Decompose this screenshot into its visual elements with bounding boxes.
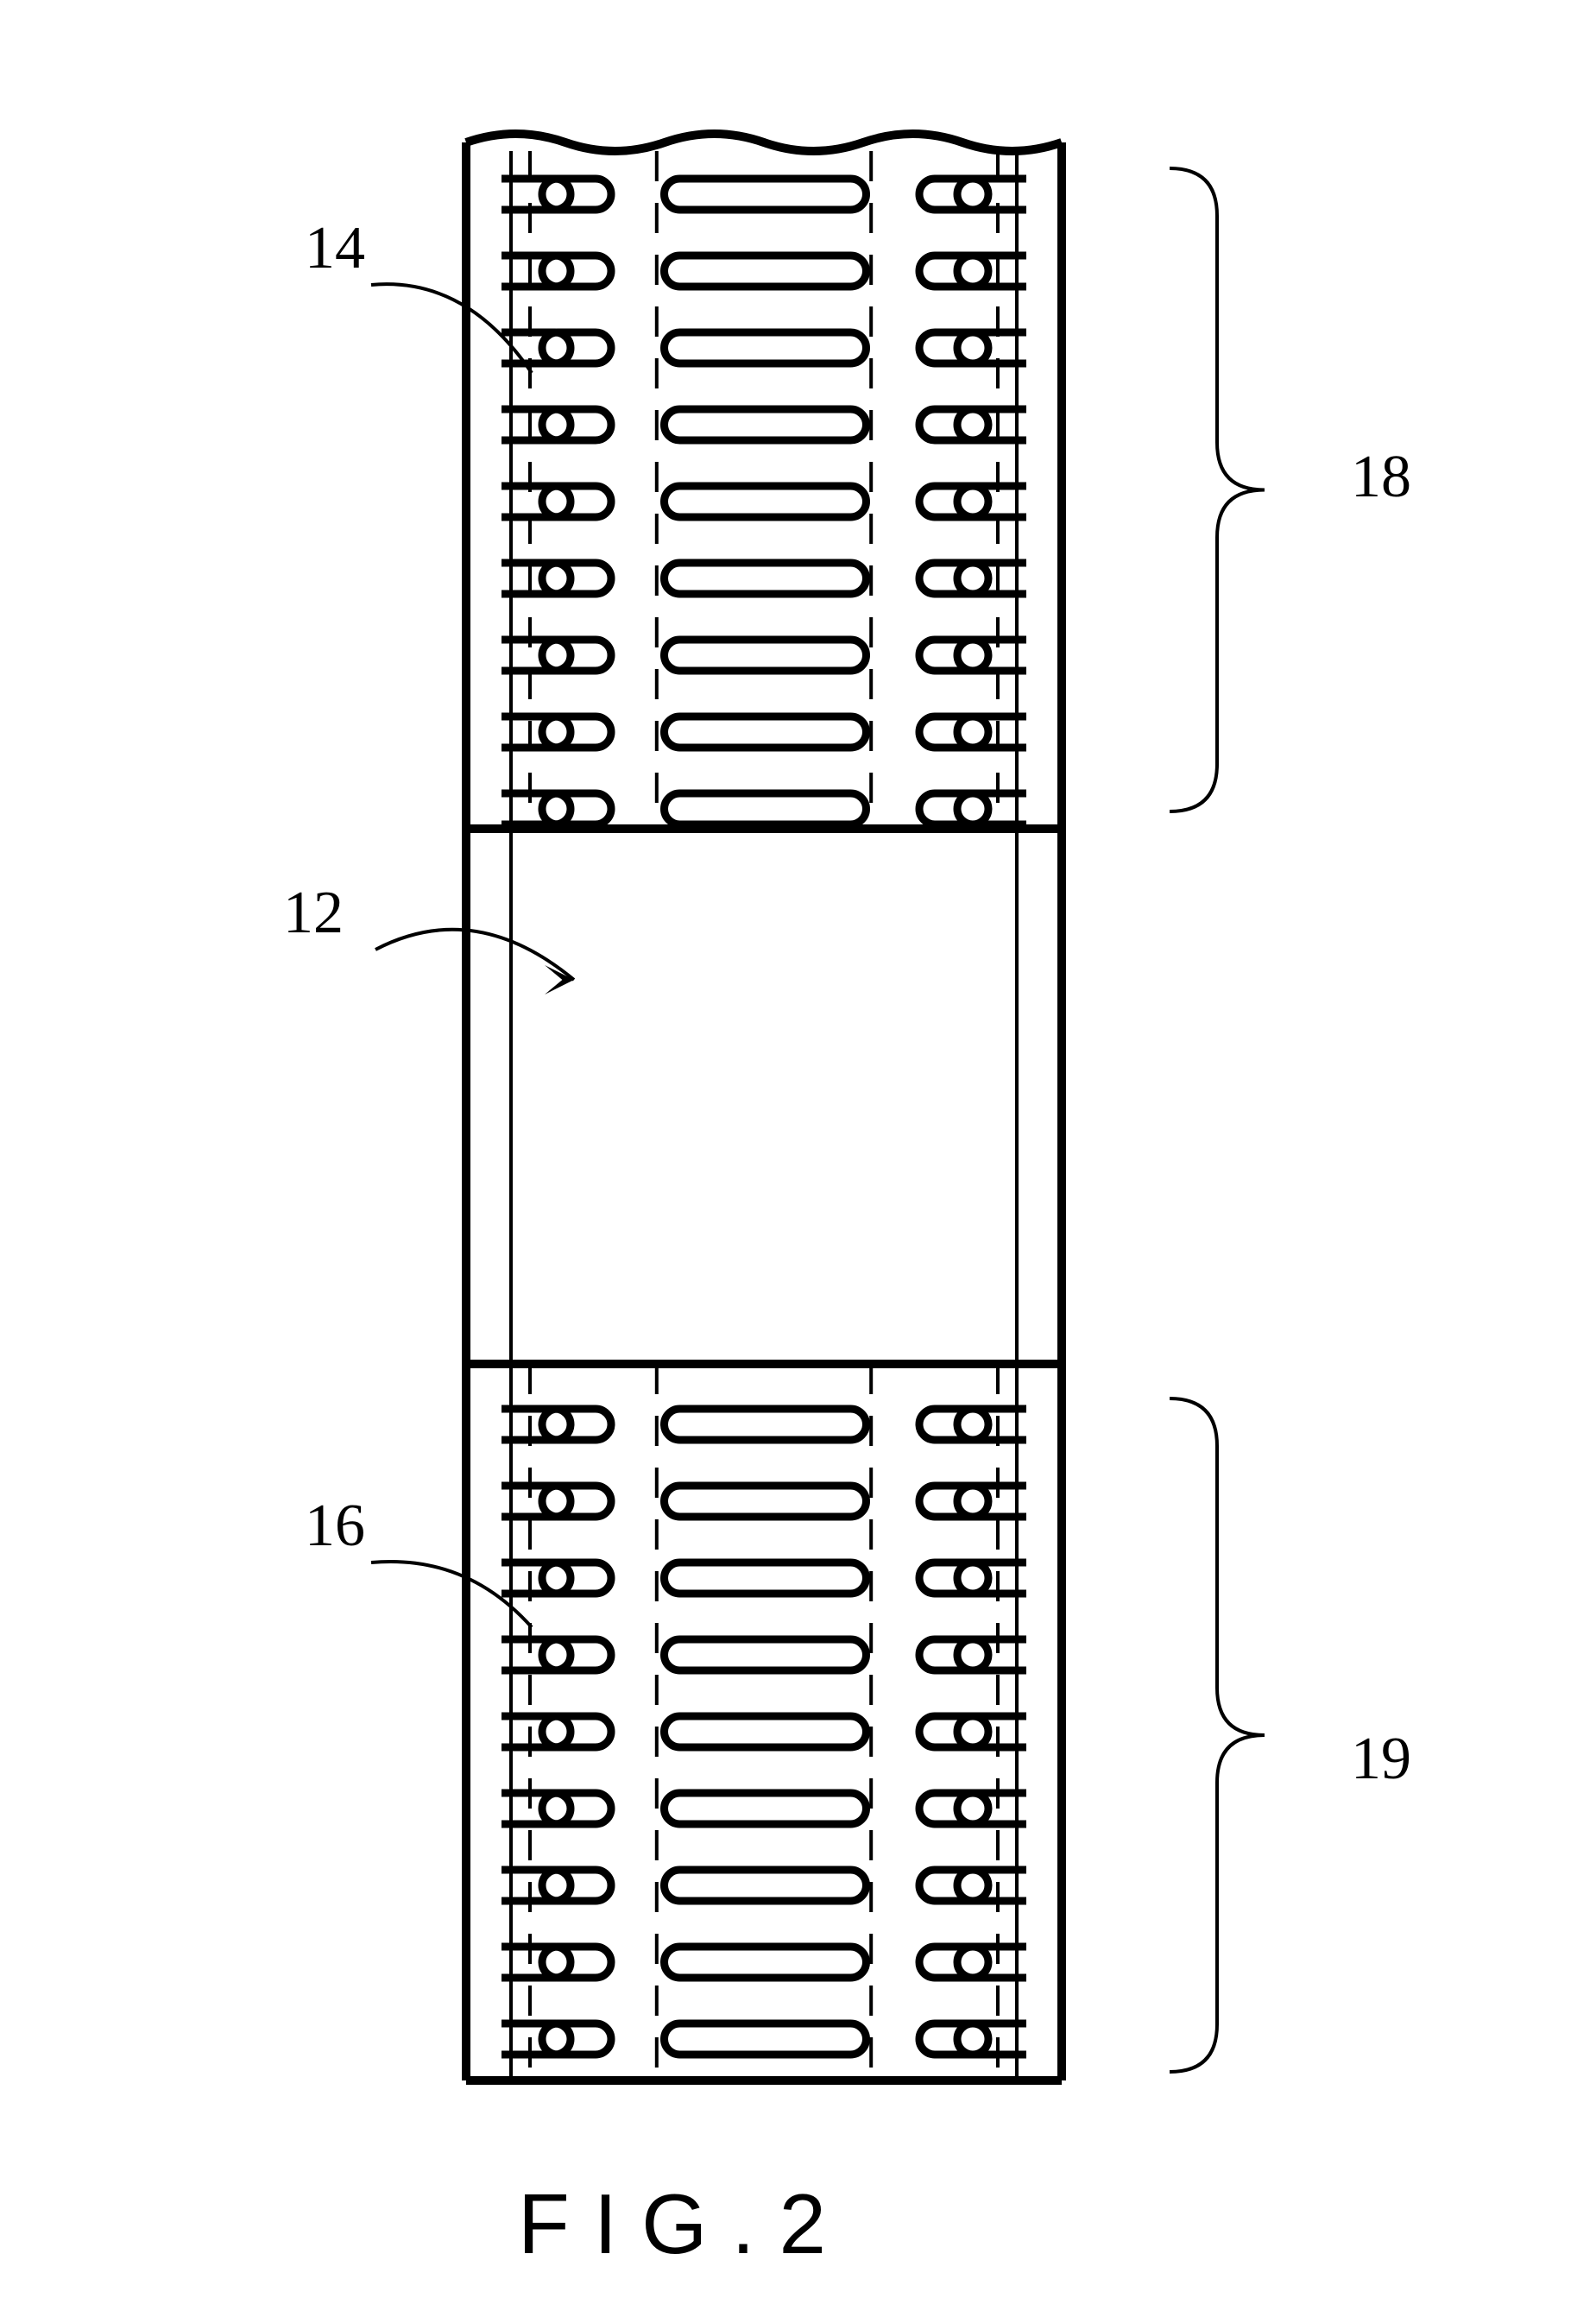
slot <box>665 563 867 594</box>
slot <box>542 563 611 594</box>
slot <box>665 1870 867 1901</box>
ref-14-label: 14 <box>305 215 365 281</box>
ref-12-label: 12 <box>283 880 344 946</box>
slot <box>542 717 611 748</box>
slot <box>542 179 611 210</box>
slot <box>665 1563 867 1594</box>
slot <box>542 1793 611 1824</box>
slot <box>665 1639 867 1670</box>
slot <box>542 640 611 671</box>
slot <box>542 409 611 440</box>
slot <box>542 332 611 363</box>
slot <box>542 256 611 287</box>
slot <box>665 717 867 748</box>
slot <box>542 1716 611 1747</box>
slot <box>665 486 867 517</box>
slot <box>665 256 867 287</box>
slot <box>542 1409 611 1440</box>
slot <box>665 409 867 440</box>
figure-caption: FIG.2 <box>518 2176 850 2271</box>
slot <box>542 486 611 517</box>
leader-12 <box>375 930 574 980</box>
slot <box>665 1409 867 1440</box>
slot <box>665 1486 867 1517</box>
slot <box>665 1793 867 1824</box>
slot <box>542 1947 611 1978</box>
slot <box>665 1716 867 1747</box>
slot <box>665 793 867 824</box>
slot <box>665 332 867 363</box>
brace-18 <box>1170 168 1265 811</box>
brace-19 <box>1170 1398 1265 2072</box>
ref-19-label: 19 <box>1351 1726 1411 1792</box>
slot <box>665 1947 867 1978</box>
slot <box>542 1870 611 1901</box>
slot <box>665 179 867 210</box>
slot <box>542 1563 611 1594</box>
torn-top-edge <box>466 134 1062 151</box>
slot <box>542 2023 611 2055</box>
ref-18-label: 18 <box>1351 444 1411 510</box>
slot <box>542 793 611 824</box>
ref-16-label: 16 <box>305 1493 365 1559</box>
slot <box>542 1639 611 1670</box>
slot <box>542 1486 611 1517</box>
slot <box>665 640 867 671</box>
slot <box>665 2023 867 2055</box>
